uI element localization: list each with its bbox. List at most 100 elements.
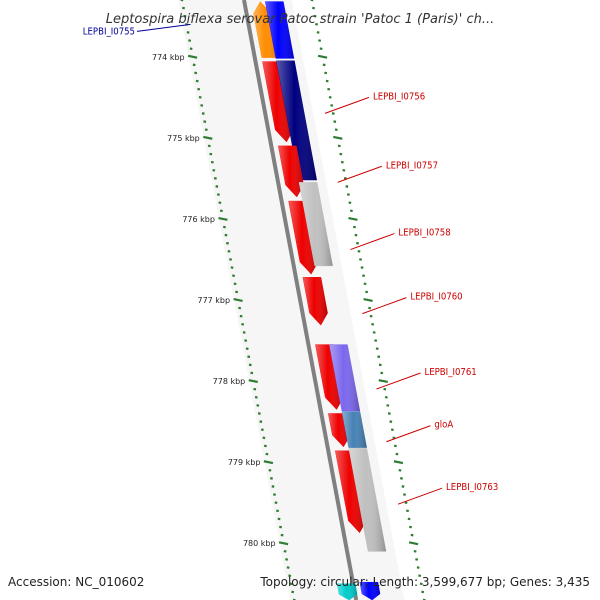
minor-tick: [404, 501, 408, 505]
kbp-tick-label: 774 kbp: [152, 53, 185, 62]
label-leader-line: [337, 165, 383, 183]
minor-tick: [337, 144, 341, 148]
sequence-backbone: [242, 0, 359, 600]
feature-track: [253, 1, 387, 600]
minor-tick: [194, 71, 198, 75]
blast-hit-shading: [348, 448, 387, 552]
map-title: Leptospira biflexa serovar Patoc strain …: [106, 12, 494, 27]
minor-tick: [413, 550, 417, 553]
minor-tick: [325, 79, 329, 83]
kbp-tick-label: 780 kbp: [243, 539, 276, 548]
backbone-line: [242, 0, 359, 600]
minor-tick: [377, 355, 381, 359]
minor-tick: [271, 485, 275, 488]
major-tick: [317, 54, 328, 59]
minor-tick: [189, 47, 193, 50]
minor-tick: [229, 258, 232, 261]
minor-tick: [273, 493, 276, 496]
blast-hit-shading: [276, 60, 317, 180]
minor-tick: [362, 274, 366, 278]
minor-tick: [232, 274, 236, 278]
topology-text: Topology: circular; Length: 3,599,677 bp…: [260, 575, 590, 589]
gene-label-text: LEPBI_I0760: [410, 292, 462, 303]
minor-tick: [333, 120, 337, 123]
major-tick: [348, 216, 358, 221]
kbp-tick-label: 775 kbp: [167, 134, 200, 143]
minor-tick: [219, 209, 223, 213]
minor-tick: [349, 209, 353, 213]
minor-tick: [318, 39, 322, 42]
minor-tick: [339, 152, 343, 156]
minor-tick: [418, 574, 422, 578]
gene-label[interactable]: LEPBI_I0757: [337, 160, 438, 183]
minor-tick: [248, 363, 252, 367]
minor-tick: [283, 550, 287, 553]
gene-label-text: LEPBI_I0761: [425, 367, 477, 378]
minor-tick: [209, 152, 213, 156]
minor-tick: [375, 347, 379, 350]
minor-tick: [368, 306, 372, 310]
label-leader-line: [386, 425, 431, 443]
minor-tick: [204, 128, 208, 132]
major-tick: [333, 135, 343, 140]
minor-tick: [188, 39, 192, 42]
minor-tick: [195, 79, 199, 83]
cds-arrow-shading: [359, 582, 380, 600]
gene-label[interactable]: LEPBI_I0760: [362, 292, 463, 315]
major-tick: [408, 541, 419, 546]
minor-tick: [403, 493, 406, 496]
minor-tick: [203, 120, 207, 123]
gene-label[interactable]: gloA: [386, 420, 453, 443]
minor-tick: [213, 177, 217, 180]
minor-tick: [398, 468, 402, 472]
cds-arrow-shading: [337, 583, 358, 600]
minor-tick: [212, 168, 216, 172]
minor-tick: [233, 282, 237, 286]
gene-label-text: LEPBI_I0763: [446, 482, 498, 493]
major-tick: [233, 298, 243, 302]
minor-tick: [288, 574, 292, 578]
minor-tick: [328, 95, 332, 99]
minor-tick: [257, 412, 261, 415]
minor-tick: [279, 525, 283, 529]
minor-tick: [241, 322, 245, 326]
minor-tick: [238, 306, 242, 310]
gene-label[interactable]: LEPBI_I0755: [83, 23, 191, 37]
minor-tick: [250, 371, 254, 375]
minor-tick: [322, 63, 326, 67]
minor-tick: [216, 193, 220, 196]
minor-tick: [386, 404, 390, 407]
minor-tick: [371, 322, 375, 326]
minor-tick: [227, 250, 231, 253]
kbp-tick-label: 778 kbp: [213, 377, 246, 386]
minor-tick: [327, 87, 331, 91]
minor-tick: [380, 371, 384, 375]
minor-tick: [222, 225, 226, 229]
minor-tick: [182, 6, 185, 10]
minor-tick: [242, 331, 246, 334]
minor-tick: [407, 517, 411, 521]
gene-label[interactable]: LEPBI_I0758: [350, 228, 451, 251]
minor-tick: [348, 201, 352, 205]
minor-tick: [262, 436, 266, 440]
minor-tick: [352, 225, 356, 229]
gene-label-text: LEPBI_I0755: [83, 26, 135, 37]
gene-label[interactable]: LEPBI_I0761: [376, 367, 477, 390]
minor-tick: [207, 144, 211, 148]
gene-label[interactable]: LEPBI_I0763: [397, 482, 498, 505]
label-leader-line: [324, 96, 370, 114]
minor-tick: [260, 428, 264, 432]
gene-label-text: LEPBI_I0758: [398, 228, 450, 239]
minor-tick: [395, 452, 399, 456]
kbp-tick-label: 776 kbp: [182, 215, 215, 224]
gene-label[interactable]: LEPBI_I0756: [324, 91, 425, 114]
minor-tick: [387, 412, 391, 415]
slot-panel: [178, 0, 405, 600]
label-leader-line: [362, 297, 407, 315]
minor-tick: [393, 444, 397, 448]
cds-arrow-shading: [278, 145, 304, 197]
minor-tick: [224, 233, 228, 237]
major-tick: [203, 135, 213, 140]
cds-arrow-shading: [302, 277, 328, 326]
